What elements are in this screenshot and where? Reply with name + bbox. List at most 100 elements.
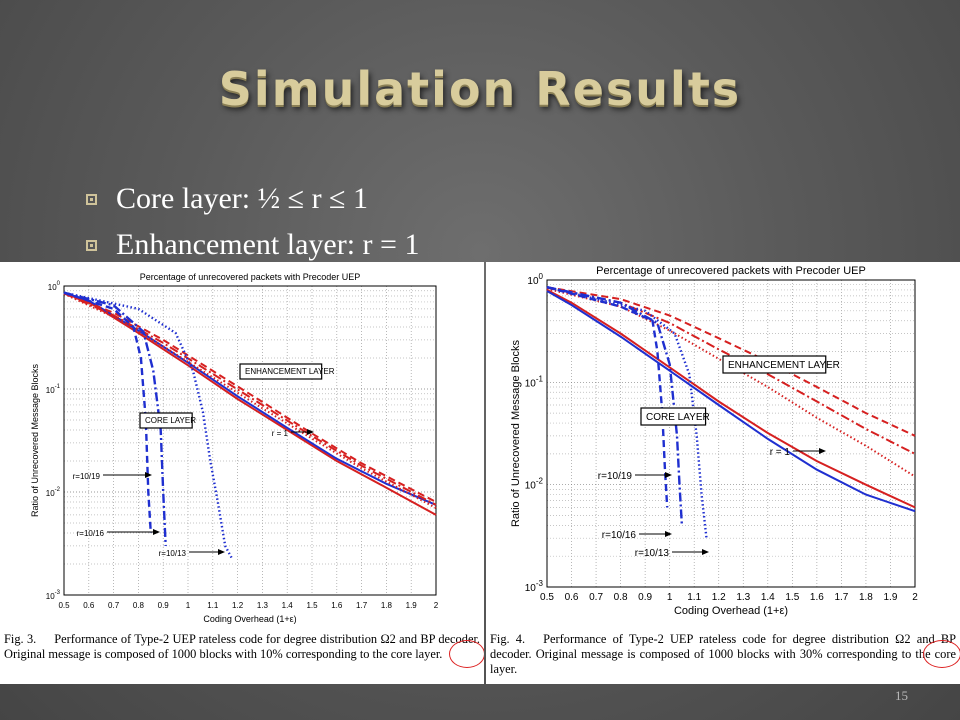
annotation-r10-13-arrowhead [218, 549, 225, 555]
y-tick-label: 100 [48, 281, 61, 292]
annotation-core-layer: CORE LAYER [145, 416, 196, 425]
annotation-r1-arrowhead [819, 448, 826, 454]
chart-title: Percentage of unrecovered packets with P… [596, 265, 866, 277]
plot-frame [63, 285, 437, 596]
annotation-core-layer: CORE LAYER [646, 412, 710, 423]
x-tick-label: 1.8 [859, 592, 873, 603]
series-line-1 [546, 289, 916, 509]
annotation-core-layer-box [139, 412, 193, 429]
annotation-r10-16: r=10/16 [602, 530, 637, 541]
y-tick-label: 100 [527, 272, 543, 287]
x-tick-label: 1.7 [356, 601, 368, 610]
x-tick-label: 0.8 [133, 601, 145, 610]
annotation-r10-13: r=10/13 [159, 549, 187, 558]
x-tick-label: 0.7 [589, 592, 603, 603]
x-tick-label: 1.2 [712, 592, 726, 603]
x-tick-label: 0.6 [83, 601, 95, 610]
annotation-enhancement-layer-box [239, 363, 323, 380]
x-tick-label: 1.6 [810, 592, 824, 603]
plot-frame [546, 279, 916, 588]
x-tick-label: 1.6 [331, 601, 343, 610]
series-line-4 [63, 292, 437, 506]
x-tick-label: 1.5 [785, 592, 799, 603]
x-tick-label: 1.1 [207, 601, 219, 610]
figure-label: Fig. 4. [490, 632, 526, 646]
annotation-r10-13-arrowhead [702, 549, 709, 555]
x-tick-label: 1.5 [306, 601, 318, 610]
highlight-ellipse [923, 640, 960, 668]
square-bullet-icon [86, 193, 97, 205]
x-tick-label: 0.5 [540, 592, 554, 603]
x-tick-label: 1.9 [884, 592, 898, 603]
x-axis-label: Coding Overhead (1+ε) [203, 614, 296, 624]
x-tick-label: 1.8 [381, 601, 393, 610]
y-tick-label: 10-2 [525, 477, 544, 492]
series-line-5 [546, 287, 916, 478]
page-number: 15 [895, 688, 908, 703]
x-tick-label: 0.9 [158, 601, 170, 610]
x-tick-label: 1.4 [761, 592, 775, 603]
figure-4: Percentage of unrecovered packets with P… [486, 262, 960, 684]
figure-3: Percentage of unrecovered packets with P… [0, 262, 484, 684]
y-tick-label: 10-1 [525, 374, 544, 389]
x-tick-label: 1.4 [282, 601, 294, 610]
annotation-r10-19-arrowhead [665, 472, 672, 478]
x-tick-label: 0.5 [58, 601, 70, 610]
annotation-r1-arrowhead [307, 429, 314, 435]
annotation-r10-16: r=10/16 [77, 529, 105, 538]
chart-fig3: Percentage of unrecovered packets with P… [30, 272, 439, 624]
slide-title: Simulation Results [218, 62, 742, 116]
series-line-3 [546, 286, 916, 437]
annotation-r10-19: r=10/19 [598, 471, 633, 482]
series-line-7 [546, 286, 684, 526]
bullet-text: Core layer: ½ ≤ r ≤ 1 [116, 182, 369, 215]
bullet-item: Core layer: ½ ≤ r ≤ 1 [86, 176, 419, 222]
series-line-7 [63, 291, 167, 546]
y-tick-label: 10-2 [46, 487, 61, 498]
annotation-core-layer-box [640, 407, 707, 426]
annotation-r1: r = 1 [770, 447, 791, 458]
annotation-enhancement-layer: ENHANCEMENT LAYER [728, 360, 840, 371]
series-line-5 [63, 292, 437, 509]
chart-fig4: Percentage of unrecovered packets with P… [510, 265, 918, 617]
figure-caption: Fig. 4. Performance of Type-2 UEP rateles… [490, 632, 956, 677]
series-line-8 [546, 286, 708, 539]
annotation-r10-16-arrowhead [153, 529, 160, 535]
series-line-2 [63, 291, 437, 506]
y-tick-label: 10-3 [46, 590, 61, 601]
y-axis-label: Ratio of Unrecovered Message Blocks [510, 339, 522, 527]
series-line-6 [63, 291, 152, 534]
x-tick-label: 2 [434, 601, 439, 610]
annotation-r10-19: r=10/19 [73, 472, 101, 481]
x-tick-label: 1.3 [257, 601, 269, 610]
series-line-6 [546, 286, 669, 508]
annotation-r10-16-arrowhead [665, 531, 672, 537]
x-tick-label: 1 [186, 601, 191, 610]
chart-title: Percentage of unrecovered packets with P… [140, 272, 361, 282]
figure-caption: Fig. 3. Performance of Type-2 UEP rateles… [4, 632, 480, 662]
x-tick-label: 0.8 [614, 592, 628, 603]
x-tick-label: 0.6 [565, 592, 579, 603]
bullet-text: Enhancement layer: r = 1 [116, 228, 420, 261]
y-axis-label: Ratio of Unrecovered Message Blocks [30, 363, 40, 517]
x-tick-label: 1.1 [687, 592, 701, 603]
y-tick-label: 10-1 [46, 384, 61, 395]
bullet-item: Enhancement layer: r = 1 [86, 222, 419, 268]
series-line-3 [63, 292, 437, 503]
series-line-8 [63, 291, 234, 561]
x-tick-label: 1 [667, 592, 673, 603]
annotation-enhancement-layer: ENHANCEMENT LAYER [245, 367, 335, 376]
square-bullet-icon [86, 239, 97, 251]
x-tick-label: 2 [912, 592, 918, 603]
x-tick-label: 1.3 [736, 592, 750, 603]
annotation-r1: r = 1 [272, 429, 289, 438]
annotation-r10-13: r=10/13 [635, 548, 670, 559]
x-tick-label: 1.2 [232, 601, 244, 610]
x-tick-label: 1.9 [406, 601, 418, 610]
caption-text: Performance of Type-2 UEP rateless code … [490, 632, 956, 676]
caption-text: Performance of Type-2 UEP rateless code … [4, 632, 480, 661]
annotation-enhancement-layer-box [722, 355, 827, 374]
annotation-r10-19-arrowhead [145, 472, 152, 478]
series-line-2 [546, 290, 916, 513]
bullet-list: Core layer: ½ ≤ r ≤ 1 Enhancement layer:… [86, 176, 419, 268]
